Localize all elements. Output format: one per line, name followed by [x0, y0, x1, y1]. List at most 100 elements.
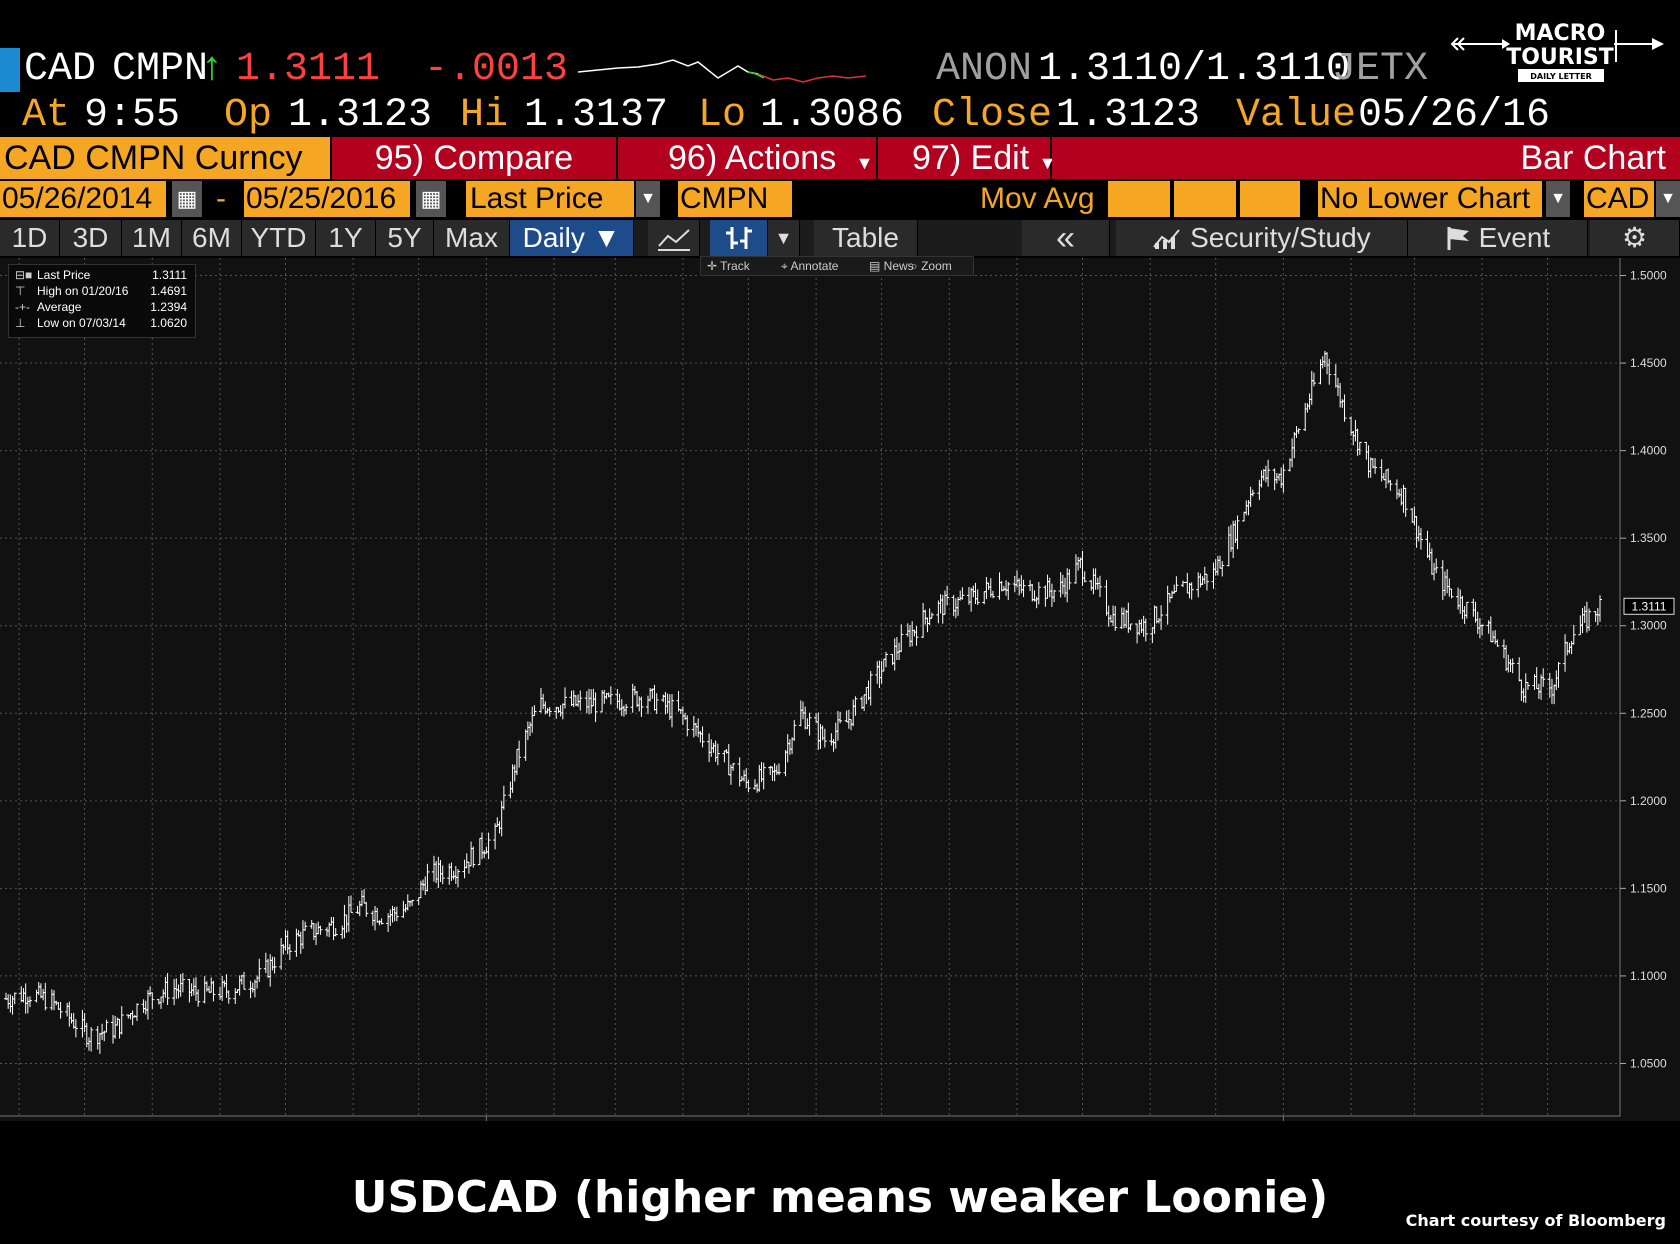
crosshair-icon: ✛: [707, 259, 721, 273]
low-label: Lo: [698, 93, 747, 138]
y-tick-label: 1.3500: [1630, 531, 1667, 545]
ohlc-bars: [4, 350, 1602, 1054]
range-1d[interactable]: 1D: [0, 220, 60, 256]
open-label: Op: [224, 93, 273, 138]
mov-avg-1-input[interactable]: [1108, 181, 1170, 217]
range-toolbar: 1D 3D 1M 6M YTD 1Y 5Y Max Daily ▼ ▼ Tabl…: [0, 220, 1680, 256]
y-tick-label: 1.4000: [1630, 444, 1667, 458]
quote-line-2: At 9:55 Op 1.3123 Hi 1.3137 Lo 1.3086 Cl…: [0, 92, 1680, 140]
currency-dropdown-icon[interactable]: ▼: [1656, 181, 1680, 217]
mov-avg-label: Mov Avg: [980, 182, 1095, 215]
quote-line-1: CAD CMPN ↑ 1.3111 -.0013 ANON 1.3110/1.3…: [0, 44, 1680, 96]
field-select[interactable]: Last Price: [466, 181, 634, 217]
security-selected-marker: [0, 48, 20, 92]
last-price: 1.3111: [236, 47, 381, 92]
close-value: 1.3123: [1056, 93, 1201, 138]
y-tick-label: 1.4500: [1630, 356, 1667, 370]
calendar-icon[interactable]: ▦: [416, 181, 446, 217]
logo-line-1: MACRO: [1515, 21, 1606, 46]
range-ytd[interactable]: YTD: [242, 220, 316, 256]
uptick-arrow-icon: ↑: [200, 47, 225, 92]
edit-label: 97) Edit: [912, 139, 1030, 177]
range-1m[interactable]: 1M: [122, 220, 182, 256]
field-dropdown-icon[interactable]: ▼: [636, 181, 660, 217]
at-time: 9:55: [84, 93, 181, 138]
actions-dropdown-icon: ▼: [855, 153, 874, 173]
compare-button[interactable]: 95) Compare: [332, 137, 616, 179]
line-chart-icon[interactable]: [648, 220, 700, 256]
legend-average: -+- Average 1.2394: [15, 300, 187, 314]
at-label: At: [22, 93, 71, 138]
mov-avg-2-input[interactable]: [1174, 181, 1236, 217]
y-tick-label: 1.5000: [1630, 269, 1667, 283]
average-marker-icon: -+-: [15, 300, 30, 314]
zoom-icon: ⌕: [911, 259, 922, 273]
flag-icon: [1445, 222, 1479, 253]
bar-chart-icon[interactable]: [710, 220, 768, 256]
source-input[interactable]: CMPN: [678, 181, 792, 217]
high-value: 1.3137: [524, 93, 669, 138]
lower-chart-select[interactable]: No Lower Chart: [1318, 181, 1542, 217]
last-price-tag-label: 1.3111: [1632, 599, 1667, 613]
table-button[interactable]: Table: [814, 220, 918, 256]
security-study-button[interactable]: Security/Study: [1116, 220, 1408, 256]
security-field[interactable]: CAD CMPN Curncy: [0, 137, 330, 179]
settings-gear-icon[interactable]: ⚙: [1590, 220, 1680, 256]
annotate-icon: ⌖: [781, 259, 791, 273]
price-chart[interactable]: 1.5000 1.4500 1.4000 1.3500 1.3000 1.2500 1.20…: [0, 258, 1680, 1153]
event-label: Event: [1478, 222, 1551, 253]
y-tick-label: 1.1500: [1630, 881, 1667, 895]
range-6m[interactable]: 6M: [182, 220, 242, 256]
bid-ask: 1.3110/1.3110: [1038, 47, 1351, 92]
chart-legend[interactable]: ⊟■ Last Price 1.3111 ⊤ High on 01/20/16 …: [8, 264, 196, 338]
x-axis: MayJunJulAugSepOctNovDecJanFebMarAprMayJ…: [0, 1115, 1620, 1153]
period-select[interactable]: Daily ▼: [510, 220, 634, 256]
range-max[interactable]: Max: [434, 220, 510, 256]
range-3d[interactable]: 3D: [60, 220, 122, 256]
chart-style-dropdown-icon[interactable]: ▼: [768, 220, 800, 256]
start-date-input[interactable]: 05/26/2014: [0, 181, 166, 217]
event-button[interactable]: Event: [1408, 220, 1588, 256]
range-5y[interactable]: 5Y: [376, 220, 434, 256]
tool-news[interactable]: ▤ News: [869, 259, 914, 273]
low-value: 1.3086: [760, 93, 905, 138]
end-date-input[interactable]: 05/25/2016: [244, 181, 410, 217]
high-label: Hi: [460, 93, 509, 138]
collapse-left-icon[interactable]: «: [1022, 220, 1110, 256]
menu-bar: CAD CMPN Curncy 95) Compare 96) Actions …: [0, 137, 1680, 179]
logo-line-2: TOURIST: [1506, 45, 1614, 70]
low-marker-icon: ⊥: [15, 316, 26, 330]
chart-credit: Chart courtesy of Bloomberg: [1405, 1211, 1666, 1230]
y-axis: 1.5000 1.4500 1.4000 1.3500 1.3000 1.2500 1.20…: [1619, 258, 1675, 1116]
news-icon: ▤: [869, 259, 884, 273]
tool-track[interactable]: ✛ Track: [707, 259, 750, 273]
currency-select[interactable]: CAD: [1584, 181, 1654, 217]
range-1y[interactable]: 1Y: [316, 220, 376, 256]
actions-menu[interactable]: 96) Actions ▼: [618, 137, 876, 179]
last-price-swatch-icon: ⊟■: [15, 268, 33, 282]
dealer-code: ANON: [936, 47, 1033, 92]
chart-grid: [0, 258, 1620, 1116]
edit-menu[interactable]: 97) Edit ▼: [878, 137, 1056, 179]
net-change: -.0013: [424, 47, 569, 92]
last-price-tag: [1623, 597, 1675, 615]
mov-avg-3-input[interactable]: [1240, 181, 1300, 217]
y-tick-label: 1.2500: [1630, 706, 1667, 720]
pricing-source: CMPN: [112, 47, 209, 92]
study-chart-icon: [1152, 222, 1190, 253]
tool-annotate[interactable]: ⌖ Annotate: [781, 259, 839, 273]
venue-code: JETX: [1332, 47, 1429, 92]
y-tick-label: 1.0500: [1630, 1056, 1667, 1070]
chart-caption: USDCAD (higher means weaker Loonie): [351, 1172, 1329, 1223]
legend-last-price: ⊟■ Last Price 1.3111: [15, 268, 187, 282]
high-marker-icon: ⊤: [15, 284, 26, 298]
chart-type-label[interactable]: Bar Chart: [1052, 137, 1680, 179]
lower-chart-dropdown-icon[interactable]: ▼: [1546, 181, 1570, 217]
calendar-icon[interactable]: ▦: [172, 181, 202, 217]
tool-zoom[interactable]: ⌕ Zoom: [911, 259, 952, 273]
ticker[interactable]: CAD: [24, 47, 97, 92]
intraday-sparkline: [578, 59, 867, 83]
y-tick-label: 1.2000: [1630, 794, 1667, 808]
price-chart-svg: 1.5000 1.4500 1.4000 1.3500 1.3000 1.2500 1.20…: [0, 258, 1675, 1153]
y-tick-label: 1.3000: [1630, 619, 1667, 633]
